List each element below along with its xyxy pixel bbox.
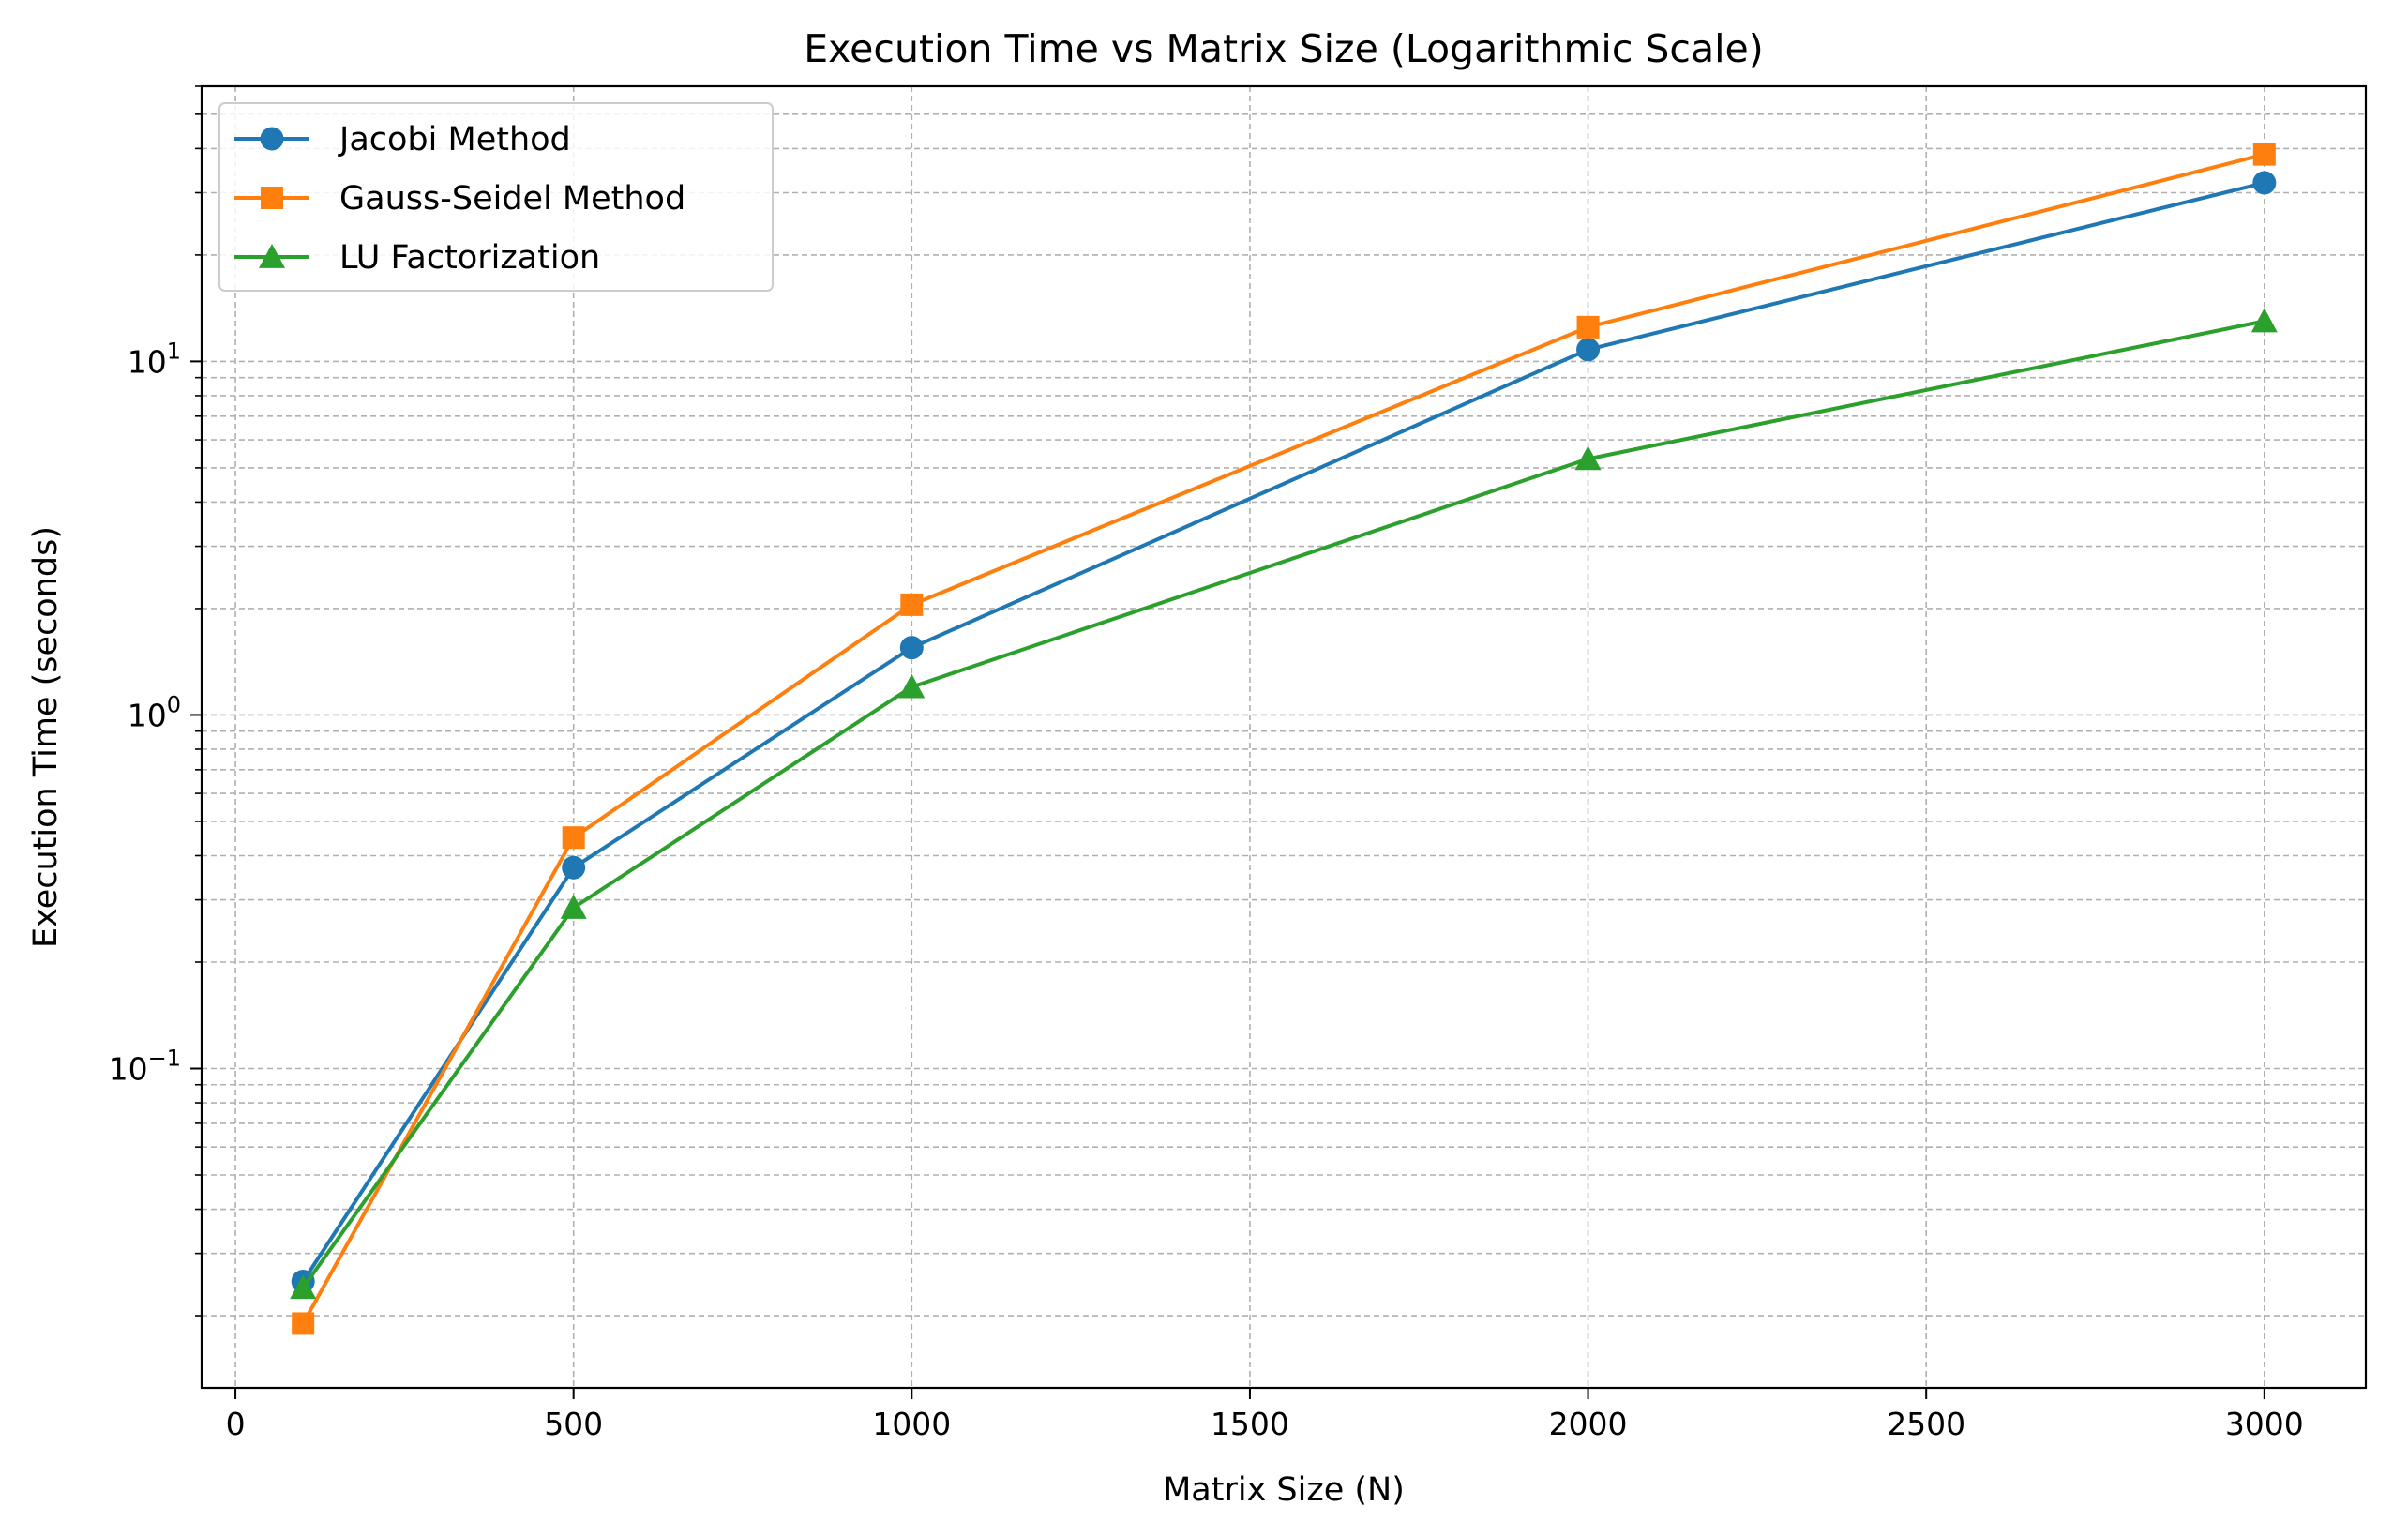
y-tick-exponent: 0 — [167, 691, 181, 717]
data-point — [899, 636, 924, 660]
x-axis-label: Matrix Size (N) — [1163, 1471, 1405, 1509]
legend-marker — [259, 244, 285, 268]
data-point — [290, 1274, 317, 1300]
x-tick-label: 0 — [226, 1406, 246, 1442]
data-point — [2252, 171, 2277, 195]
y-tick-label: 10−1 — [109, 1045, 181, 1087]
data-point — [900, 593, 924, 616]
data-point — [562, 855, 586, 880]
y-tick-label: 100 — [128, 691, 181, 733]
y-tick-label: 101 — [128, 338, 181, 380]
legend-marker — [261, 187, 283, 209]
data-point — [560, 894, 587, 919]
x-tick-label: 2000 — [1549, 1406, 1628, 1442]
legend-box — [218, 102, 774, 292]
x-tick-label: 3000 — [2225, 1406, 2304, 1442]
y-tick-base: 10 — [109, 1050, 148, 1087]
series-lu-factorization — [290, 308, 2278, 1300]
legend-label: Jacobi Method — [338, 121, 571, 158]
legend-marker — [260, 127, 284, 151]
data-point — [1576, 338, 1601, 362]
x-tick-label: 1000 — [872, 1406, 951, 1442]
x-tick-label: 2500 — [1887, 1406, 1965, 1442]
data-point — [1574, 445, 1602, 471]
data-point — [1576, 315, 1600, 339]
y-tick-exponent: 1 — [167, 338, 181, 364]
legend-item: Gauss-Seidel Method — [234, 180, 685, 218]
y-tick-base: 10 — [128, 697, 167, 733]
chart-title: Execution Time vs Matrix Size (Logarithm… — [804, 26, 1763, 71]
legend: Jacobi Method Gauss-Seidel Method LU Facto… — [218, 102, 774, 292]
legend-item: LU Factorization — [234, 239, 600, 277]
data-point — [562, 826, 585, 850]
legend-item: Jacobi Method — [234, 121, 571, 158]
legend-label: Gauss-Seidel Method — [339, 180, 685, 218]
legend-label: LU Factorization — [339, 239, 600, 277]
series-layer — [290, 143, 2278, 1335]
data-point — [292, 1312, 315, 1335]
x-tick-label: 1500 — [1211, 1406, 1289, 1442]
y-tick-exponent: −1 — [148, 1045, 181, 1071]
series-gauss-seidel-method — [292, 143, 2276, 1335]
y-tick-base: 10 — [128, 343, 167, 380]
plot-frame — [200, 84, 2368, 1390]
data-point — [898, 673, 926, 699]
data-point — [2252, 143, 2276, 166]
x-tick-label: 500 — [544, 1406, 603, 1442]
y-axis-label: Execution Time (seconds) — [27, 526, 65, 948]
data-point — [2250, 308, 2278, 333]
